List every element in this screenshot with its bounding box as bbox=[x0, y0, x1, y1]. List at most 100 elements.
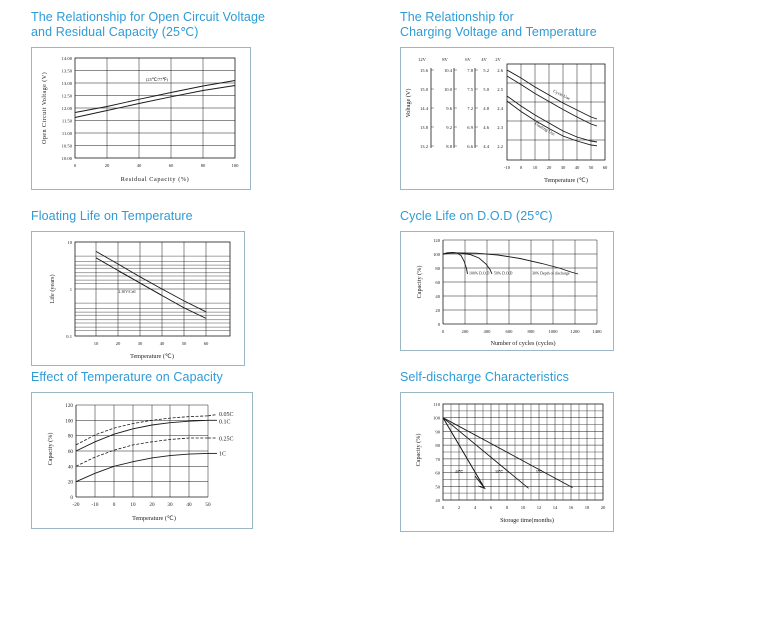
svg-text:20: 20 bbox=[547, 165, 552, 170]
plot-area bbox=[442, 239, 598, 325]
svg-text:60: 60 bbox=[68, 449, 74, 455]
data-curves bbox=[74, 80, 236, 118]
chart-cycle-life-dod: 120 100 80 60 40 20 0 0 200 400 600 800 … bbox=[400, 231, 614, 351]
svg-text:10: 10 bbox=[67, 240, 72, 245]
plot-area bbox=[74, 241, 231, 337]
chart-self-discharge: 110 100 90 80 70 60 50 40 0 2 4 6 8 10 1… bbox=[400, 392, 614, 532]
chart-svg-open-circuit-voltage: 14.00 13.50 13.00 12.50 12.00 11.50 11.0… bbox=[41, 56, 240, 183]
svg-text:800: 800 bbox=[528, 329, 536, 334]
svg-text:12V: 12V bbox=[418, 57, 427, 62]
svg-text:60: 60 bbox=[435, 280, 440, 285]
panel-cycle-life-dod: Cycle Life on D.O.D (25℃) bbox=[400, 209, 650, 351]
svg-text:10: 10 bbox=[521, 505, 526, 510]
y-axis-label: Life (years) bbox=[49, 274, 56, 303]
svg-text:30: 30 bbox=[167, 502, 173, 508]
svg-text:80: 80 bbox=[68, 434, 74, 440]
svg-text:60: 60 bbox=[603, 165, 608, 170]
svg-text:13.00: 13.00 bbox=[62, 81, 73, 86]
svg-text:40: 40 bbox=[186, 502, 192, 508]
svg-text:2V: 2V bbox=[495, 57, 501, 62]
svg-text:13.8: 13.8 bbox=[420, 125, 429, 130]
svg-text:200: 200 bbox=[462, 329, 470, 334]
svg-text:7.8: 7.8 bbox=[467, 68, 473, 73]
y-axis-ticks: 120 100 80 60 40 20 0 bbox=[65, 403, 73, 501]
x-axis-label: Number of cycles (cycles) bbox=[490, 340, 555, 347]
y-axis-label: Voltage (V) bbox=[405, 89, 412, 118]
svg-text:14.4: 14.4 bbox=[420, 106, 429, 111]
svg-text:100: 100 bbox=[433, 416, 441, 421]
chart-svg-self-discharge: 110 100 90 80 70 60 50 40 0 2 4 6 8 10 1… bbox=[415, 402, 606, 524]
curve-label-5c: 5℃ bbox=[536, 470, 543, 474]
curve-label-100-dod: 100% D.O.D bbox=[469, 272, 490, 276]
curve-label-cycle-use: Cycle Use bbox=[552, 88, 571, 101]
svg-text:-10: -10 bbox=[504, 165, 511, 170]
panel-charging-voltage-temperature: The Relationship for Charging Voltage an… bbox=[400, 10, 660, 190]
svg-text:8: 8 bbox=[506, 505, 509, 510]
legend-item-0: 0.05C bbox=[219, 412, 234, 418]
svg-text:20: 20 bbox=[435, 308, 440, 313]
svg-text:7.5: 7.5 bbox=[467, 87, 473, 92]
svg-text:6.9: 6.9 bbox=[467, 125, 473, 130]
svg-text:8V: 8V bbox=[442, 57, 448, 62]
axis-column-12v: 15.6 15.0 14.4 13.8 13.2 bbox=[420, 68, 434, 149]
svg-text:10: 10 bbox=[94, 341, 99, 346]
svg-text:0: 0 bbox=[438, 322, 441, 327]
x-axis-label: Residual Capacity (%) bbox=[121, 176, 190, 183]
svg-text:6.6: 6.6 bbox=[467, 144, 473, 149]
svg-text:7.2: 7.2 bbox=[467, 106, 473, 111]
plot-area bbox=[442, 403, 604, 501]
svg-text:10.00: 10.00 bbox=[62, 156, 73, 161]
svg-text:12.50: 12.50 bbox=[62, 94, 73, 99]
svg-text:80: 80 bbox=[201, 163, 206, 168]
svg-text:10.50: 10.50 bbox=[62, 144, 73, 149]
svg-text:2.4: 2.4 bbox=[497, 106, 503, 111]
panel-temperature-capacity: Effect of Temperature on Capacity bbox=[31, 370, 291, 529]
svg-text:6V: 6V bbox=[465, 57, 471, 62]
chart-svg-floating-life-temperature: 10 1 0.1 10 20 30 40 50 60 Temperature (… bbox=[49, 240, 231, 360]
y-axis-label: Open Circuit Voltage (V) bbox=[41, 72, 48, 144]
x-axis-ticks: 0 200 400 600 800 1000 1200 1400 bbox=[442, 329, 602, 334]
svg-text:50: 50 bbox=[182, 341, 187, 346]
svg-text:20: 20 bbox=[149, 502, 155, 508]
panel-title-open-circuit-voltage: The Relationship for Open Circuit Voltag… bbox=[31, 10, 266, 39]
panel-title-temperature-capacity: Effect of Temperature on Capacity bbox=[31, 370, 223, 384]
svg-text:0: 0 bbox=[70, 495, 73, 501]
panel-title-floating-life-temperature: Floating Life on Temperature bbox=[31, 209, 193, 223]
curve-label-40c: 40℃ bbox=[455, 470, 464, 474]
svg-text:-10: -10 bbox=[92, 502, 99, 508]
svg-text:8.8: 8.8 bbox=[446, 144, 452, 149]
svg-text:0: 0 bbox=[520, 165, 523, 170]
panel-title-charging-voltage-temperature: The Relationship for Charging Voltage an… bbox=[400, 10, 597, 39]
chart-svg-cycle-life-dod: 120 100 80 60 40 20 0 0 200 400 600 800 … bbox=[416, 238, 602, 347]
svg-text:12.00: 12.00 bbox=[62, 106, 73, 111]
svg-text:120: 120 bbox=[433, 238, 441, 243]
panel-floating-life-temperature: Floating Life on Temperature bbox=[31, 209, 281, 366]
svg-text:13.2: 13.2 bbox=[420, 144, 429, 149]
svg-text:0: 0 bbox=[442, 329, 445, 334]
svg-text:100: 100 bbox=[433, 252, 441, 257]
plot-area bbox=[74, 57, 236, 159]
svg-text:30: 30 bbox=[561, 165, 566, 170]
svg-text:10.4: 10.4 bbox=[444, 68, 453, 73]
x-axis-ticks: 0 2 4 6 8 10 12 14 16 18 20 bbox=[442, 505, 606, 510]
svg-text:5.2: 5.2 bbox=[483, 68, 489, 73]
svg-text:20: 20 bbox=[68, 480, 74, 486]
panel-title-cycle-life-dod: Cycle Life on D.O.D (25℃) bbox=[400, 209, 553, 223]
svg-text:40: 40 bbox=[575, 165, 580, 170]
svg-text:0: 0 bbox=[113, 502, 116, 508]
svg-text:400: 400 bbox=[484, 329, 492, 334]
annotation-cell-voltage: 2.30V/Cell bbox=[118, 290, 135, 294]
svg-text:16: 16 bbox=[569, 505, 574, 510]
plot-area bbox=[506, 63, 606, 161]
x-axis-label: Temperature (℃) bbox=[544, 177, 588, 184]
svg-text:80: 80 bbox=[435, 443, 440, 448]
curve-label-floating-use: Floating Use bbox=[534, 121, 556, 137]
svg-text:90: 90 bbox=[435, 429, 440, 434]
svg-text:20: 20 bbox=[105, 163, 110, 168]
svg-text:11.00: 11.00 bbox=[62, 131, 73, 136]
legend-item-2: 0.25C bbox=[219, 437, 234, 443]
y-axis-ticks: 110 100 90 80 70 60 50 40 bbox=[433, 402, 441, 503]
svg-text:100: 100 bbox=[232, 163, 240, 168]
svg-text:-20: -20 bbox=[73, 502, 80, 508]
